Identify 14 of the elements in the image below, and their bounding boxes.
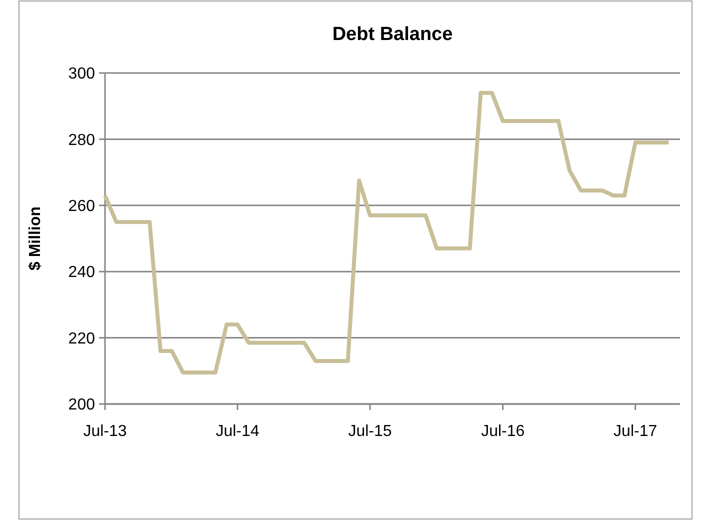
y-tick-label: 260 xyxy=(68,198,96,215)
x-tick-label: Jul-13 xyxy=(83,423,127,440)
x-tick-label: Jul-15 xyxy=(348,423,392,440)
chart-title: Debt Balance xyxy=(332,24,453,45)
x-tick-label: Jul-17 xyxy=(614,423,658,440)
x-tick-label: Jul-14 xyxy=(216,423,260,440)
y-tick-label: 200 xyxy=(68,396,96,414)
line-series xyxy=(103,90,671,375)
y-tick-label: 280 xyxy=(68,132,96,149)
y-tick-label: 240 xyxy=(68,264,96,282)
y-tick-label: 220 xyxy=(68,330,96,348)
y-tick-label: 300 xyxy=(68,66,96,83)
y-axis-title: $ Million xyxy=(27,206,44,270)
x-tick-label: Jul-16 xyxy=(481,423,525,440)
